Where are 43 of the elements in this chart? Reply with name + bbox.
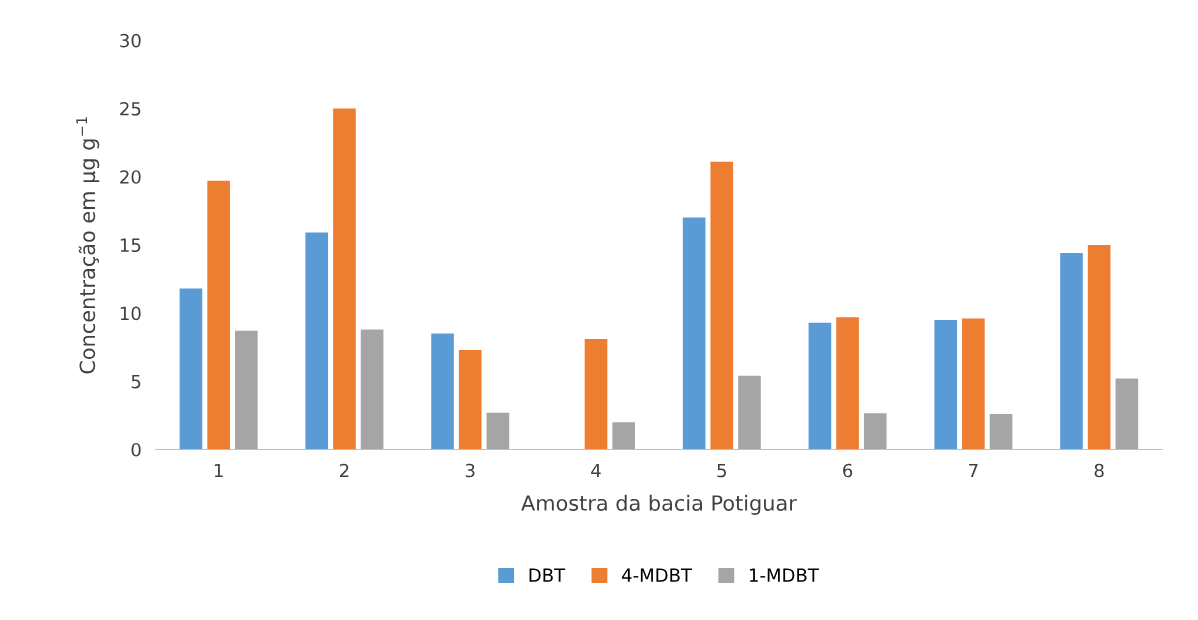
x-tick-label: 2 xyxy=(340,463,349,478)
legend-label: 1-MDBT xyxy=(749,568,819,582)
bar xyxy=(486,412,510,450)
x-axis-title: Amostra da bacia Potiguar xyxy=(521,494,797,515)
legend-label: DBT xyxy=(529,568,566,582)
x-tick-label: 7 xyxy=(969,463,978,478)
bar xyxy=(458,349,482,450)
bar xyxy=(179,288,203,450)
bar xyxy=(836,317,859,450)
y-tick-label: 10 xyxy=(120,306,141,321)
x-tick-label: 6 xyxy=(843,463,853,478)
x-tick-label: 4 xyxy=(591,463,601,478)
x-tick-label: 3 xyxy=(465,463,475,478)
y-tick-label: 20 xyxy=(120,170,141,184)
bar xyxy=(682,217,706,450)
legend-label: 4-MDBT xyxy=(621,568,693,582)
bar xyxy=(305,232,329,450)
bar xyxy=(207,180,230,450)
x-tick-label: 5 xyxy=(717,463,726,478)
bar xyxy=(360,329,384,450)
y-tick-label: 15 xyxy=(120,238,141,253)
bar xyxy=(234,330,258,450)
bar xyxy=(710,161,734,450)
bar xyxy=(962,318,985,450)
x-tick-label: 8 xyxy=(1094,463,1104,478)
bar xyxy=(431,333,454,450)
y-tick-label: 30 xyxy=(120,33,141,48)
bar xyxy=(863,413,887,450)
bar xyxy=(989,414,1013,450)
bar xyxy=(584,339,608,450)
y-tick-label: 25 xyxy=(120,101,141,116)
bar xyxy=(333,108,356,450)
y-axis-title: Concentração em µg g$^{−1}$ xyxy=(76,117,100,374)
bar xyxy=(612,422,635,450)
bar xyxy=(738,375,761,450)
bar xyxy=(1115,378,1139,450)
bar xyxy=(808,322,832,450)
bar xyxy=(1087,244,1111,450)
y-tick-label: 0 xyxy=(131,442,141,457)
x-tick-label: 1 xyxy=(214,463,223,478)
bar xyxy=(934,319,958,450)
y-tick-label: 5 xyxy=(131,375,141,389)
bar xyxy=(1060,253,1083,450)
